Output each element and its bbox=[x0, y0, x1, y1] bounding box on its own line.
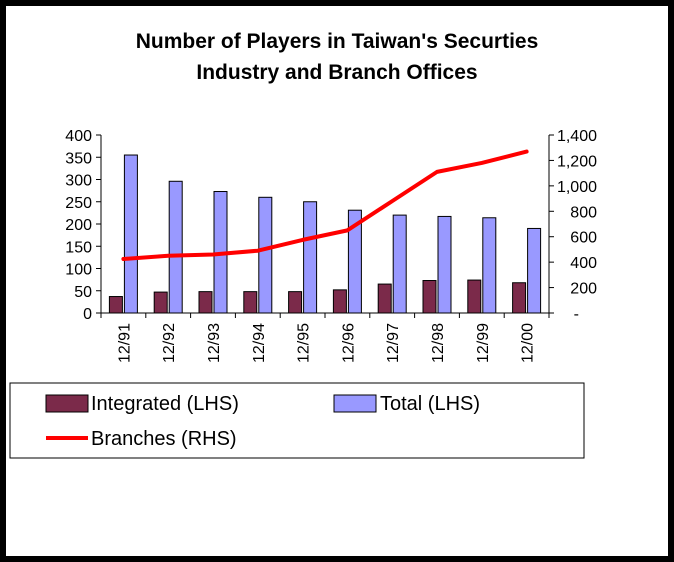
left-axis-tick-label: 250 bbox=[65, 195, 92, 212]
left-axis-tick-label: 100 bbox=[65, 262, 92, 279]
bar-total bbox=[527, 227, 542, 314]
left-axis-tick-label: 50 bbox=[74, 284, 92, 301]
right-axis-tick-label: 800 bbox=[570, 204, 597, 221]
right-axis-tick-label: 400 bbox=[570, 255, 597, 272]
bar-total bbox=[347, 209, 362, 314]
right-axis-tick-label: - bbox=[574, 306, 579, 323]
right-axis-tick-label: 1,000 bbox=[557, 179, 597, 196]
x-axis-tick-label: 12/94 bbox=[251, 323, 268, 363]
x-axis-tick-label: 12/98 bbox=[430, 323, 447, 363]
bar-integrated bbox=[422, 280, 437, 314]
left-axis-tick-label: 200 bbox=[65, 217, 92, 234]
bar-integrated bbox=[198, 291, 213, 314]
bar-integrated bbox=[108, 296, 123, 314]
left-axis-tick-label: 0 bbox=[83, 306, 92, 323]
left-axis-tick-label: 350 bbox=[65, 150, 92, 167]
x-axis-tick-label: 12/95 bbox=[296, 323, 313, 363]
bar-integrated bbox=[332, 289, 347, 314]
right-axis-tick-label: 200 bbox=[570, 281, 597, 298]
x-axis-tick-label: 12/92 bbox=[161, 323, 178, 363]
bar-integrated bbox=[243, 291, 258, 314]
legend-swatch-total bbox=[333, 394, 377, 413]
legend-label-integrated: Integrated (LHS) bbox=[91, 393, 239, 415]
left-axis-tick-label: 300 bbox=[65, 173, 92, 190]
right-axis-tick-label: 1,200 bbox=[557, 153, 597, 170]
right-axis-tick-label: 600 bbox=[570, 230, 597, 247]
legend: Integrated (LHS) Total (LHS) Branches (R… bbox=[9, 382, 585, 459]
chart-title-line-2: Industry and Branch Offices bbox=[196, 61, 477, 84]
bar-total bbox=[482, 217, 497, 314]
bar-total bbox=[258, 196, 273, 314]
bar-total bbox=[168, 180, 183, 314]
bar-total bbox=[437, 215, 452, 314]
bar-integrated bbox=[512, 282, 527, 314]
bar-integrated bbox=[467, 279, 482, 314]
legend-swatch-integrated bbox=[45, 394, 89, 413]
bar-integrated bbox=[377, 283, 392, 314]
right-axis-tick-label: 1,400 bbox=[557, 128, 597, 145]
bar-total bbox=[123, 154, 138, 314]
bar-total bbox=[303, 201, 318, 314]
left-axis-tick-label: 150 bbox=[65, 239, 92, 256]
bar-integrated bbox=[288, 291, 303, 314]
chart-title-line-1: Number of Players in Taiwan's Securties bbox=[136, 30, 539, 53]
plot-area: 0 50 100 150 200 250 300 350 400 - 200 400 600 800 1,0… bbox=[65, 128, 597, 363]
line-branches bbox=[121, 149, 529, 261]
left-axis-tick-label: 400 bbox=[65, 128, 92, 145]
legend-box bbox=[9, 382, 585, 459]
x-axis-tick-label: 12/99 bbox=[475, 323, 492, 363]
x-axis-tick-label: 12/93 bbox=[206, 323, 223, 363]
legend-label-branches: Branches (RHS) bbox=[91, 428, 237, 450]
x-axis-tick-label: 12/96 bbox=[340, 323, 357, 363]
x-axis-tick-label: 12/00 bbox=[520, 323, 537, 363]
bar-total bbox=[392, 214, 407, 314]
x-axis-tick-label: 12/91 bbox=[116, 323, 133, 363]
legend-label-total: Total (LHS) bbox=[380, 393, 480, 415]
bar-integrated bbox=[153, 291, 168, 314]
x-axis-tick-label: 12/97 bbox=[385, 323, 402, 363]
